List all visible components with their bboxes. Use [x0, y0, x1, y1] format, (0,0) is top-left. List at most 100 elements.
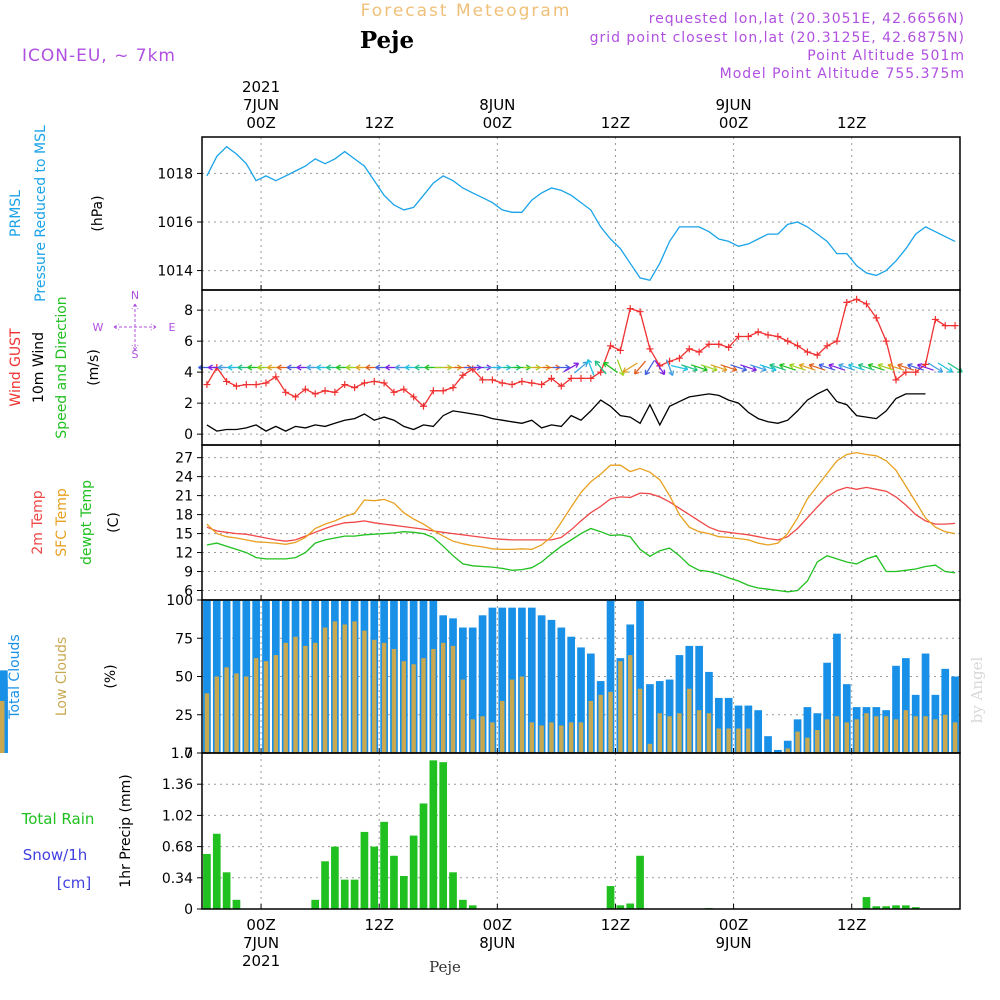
gust-marker: [469, 365, 477, 373]
clouds-bar-low_clouds: [293, 636, 298, 753]
gust-marker: [370, 377, 378, 385]
wind-arrow-shaft: [897, 364, 915, 371]
clouds-bar-low_clouds: [677, 713, 682, 753]
y-axis-unit: (m/s): [86, 349, 102, 386]
clouds-bar-total_clouds: [842, 684, 851, 753]
gust-marker: [725, 343, 733, 351]
gust-marker: [360, 379, 368, 387]
y-tick-label: 25: [175, 708, 193, 724]
gust-marker: [912, 368, 920, 376]
y-tick-label: 1018: [157, 166, 193, 182]
gust-marker: [311, 390, 319, 398]
time-label-bottom: 00Z: [483, 916, 512, 934]
clouds-bar-total_clouds: [646, 684, 654, 753]
wind-arrow-head: [335, 364, 341, 371]
gust-marker: [705, 340, 713, 348]
wind-direction-arrow: [622, 362, 638, 373]
wind-direction-arrow: [603, 361, 618, 373]
precip-bar-rain: [399, 875, 408, 909]
gust-marker: [764, 331, 772, 339]
gust-marker: [390, 388, 398, 396]
wind-arrow-head: [897, 363, 903, 370]
wind-arrow-shaft: [666, 359, 674, 376]
precip-bar-rain: [311, 899, 320, 909]
wind-arrow-head: [365, 364, 371, 371]
clouds-bar-total_clouds: [941, 668, 950, 753]
wind-arrow-head: [779, 363, 785, 370]
clouds-bar-low_clouds: [578, 722, 584, 753]
wind-arrow-shaft: [907, 364, 924, 371]
wind-direction-arrow: [633, 360, 647, 375]
clouds-bar-low_clouds: [401, 661, 407, 753]
gust-marker: [794, 342, 802, 350]
gust-marker: [301, 385, 309, 393]
y-tick-label: 1.36: [162, 777, 193, 793]
wind-direction-arrow: [730, 364, 748, 372]
wind-direction-arrow: [654, 360, 666, 376]
y-axis-label: Low Clouds: [54, 637, 70, 716]
precip-bar-rain: [350, 879, 359, 909]
clouds-bar-low_clouds: [421, 658, 426, 753]
gust-marker: [607, 342, 615, 350]
gust-marker: [380, 379, 388, 387]
wind-direction-arrow: [848, 363, 865, 371]
y-tick-label: 24: [175, 470, 193, 486]
wind-arrow-head: [731, 365, 738, 372]
wind-arrow-head: [424, 364, 430, 371]
precip-bar-rain: [340, 879, 349, 909]
wind-arrow-head: [385, 364, 391, 371]
gust-marker: [331, 388, 339, 396]
wind-arrow-head: [316, 364, 322, 371]
wind-arrow-shaft: [730, 364, 747, 371]
time-label-bottom: 00Z: [719, 916, 748, 934]
wind-arrow-head: [692, 365, 698, 372]
gust-marker: [459, 371, 467, 379]
time-label-bottom: 12Z: [601, 916, 630, 934]
wind-arrow-shaft: [868, 364, 885, 371]
precip-bar-rain: [872, 906, 881, 909]
clouds-bar-total_clouds: [783, 740, 792, 753]
wind-arrow-head: [887, 363, 893, 370]
gust-marker: [675, 354, 683, 362]
clouds-bar-low_clouds: [687, 688, 692, 753]
wind-arrow-shaft: [877, 364, 895, 371]
panel-clouds: 0 25 50 75 100 Total Clouds Low Clouds (%): [0, 593, 961, 762]
clouds-bar-low_clouds: [549, 722, 554, 753]
clouds-bar-low_clouds: [263, 661, 269, 753]
precip-bar-rain: [212, 833, 221, 909]
gust-marker: [803, 348, 811, 356]
gust-marker: [547, 374, 555, 382]
panel-wind: 0 2 4 6 8 Wind GUST 10m Wind Speed and Directio…: [8, 289, 963, 446]
chart-title: Forecast Meteogram: [361, 1, 572, 21]
y-tick-label: 9: [184, 565, 193, 581]
clouds-bar-low_clouds: [391, 648, 397, 753]
wind-arrow-head: [916, 363, 923, 370]
wind-arrow-shaft: [799, 364, 816, 371]
gust-marker: [557, 382, 565, 390]
clouds-bar-low_clouds: [588, 700, 594, 753]
series-line-temp2m: [206, 486, 956, 542]
y-axis-label: Total Clouds: [7, 634, 23, 719]
gust-marker: [439, 387, 447, 395]
time-label-bottom: 9JUN: [715, 934, 751, 952]
precip-bar-rain: [862, 897, 871, 909]
precip-bar-rain: [616, 905, 625, 909]
gust-marker: [400, 385, 408, 393]
clouds-bar-total_clouds: [468, 627, 477, 753]
y-tick-label: 50: [175, 670, 193, 686]
wind-direction-arrow: [690, 364, 708, 372]
clouds-bar-low_clouds: [598, 694, 603, 753]
clouds-bar-low_clouds: [312, 642, 318, 753]
precip-bar-rain: [606, 886, 615, 909]
gust-marker: [833, 337, 841, 345]
wind-arrow-shaft: [887, 364, 905, 371]
wind-arrow-shaft: [587, 359, 595, 376]
series-line-wind: [206, 388, 926, 432]
wind-arrow-head: [877, 363, 884, 370]
gust-marker: [685, 345, 693, 353]
time-label-bottom: 12Z: [837, 916, 866, 934]
y-tick-label: 18: [175, 508, 193, 524]
wind-arrow-head: [622, 367, 629, 373]
wind-arrow-shaft: [749, 364, 767, 371]
precip-bar-rain: [380, 821, 388, 909]
